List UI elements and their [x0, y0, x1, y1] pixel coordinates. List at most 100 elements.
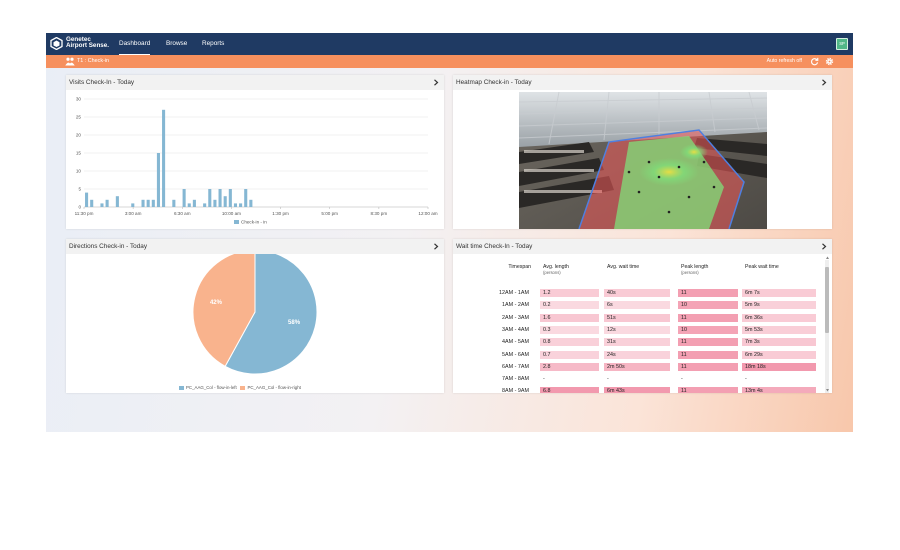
y-tick-label: 10 — [76, 169, 82, 174]
table-cell: 7m 3s — [742, 338, 816, 347]
heatmap-panel-header[interactable]: Heatmap Check-in - Today — [453, 75, 832, 90]
table-cell: 51s — [604, 313, 670, 322]
directions-panel: Directions Check-in - Today 58% 42% PC_AA… — [66, 239, 444, 393]
timespan-cell: 1AM - 2AM — [502, 302, 529, 309]
table-cell: - — [745, 376, 747, 383]
nav-dashboard[interactable]: Dashboard — [119, 33, 151, 55]
directions-pie-chart: 58% 42% — [192, 254, 318, 375]
bar[interactable] — [115, 196, 119, 207]
bar[interactable] — [213, 199, 217, 207]
directions-panel-header[interactable]: Directions Check-in - Today — [66, 239, 444, 254]
scrollbar-thumb[interactable] — [825, 267, 829, 333]
visits-panel-header[interactable]: Visits Check-In - Today — [66, 75, 444, 90]
table-cell: 31s — [604, 338, 670, 347]
table-scrollbar[interactable] — [825, 260, 829, 393]
x-tick-label: 6:30 am — [174, 211, 191, 216]
x-tick-label: 12:00 am — [418, 211, 437, 216]
wait-panel-title: Wait time Check-In - Today — [456, 243, 533, 250]
auto-refresh-toggle[interactable]: Auto refresh off — [766, 58, 802, 64]
timespan-cell: 7AM - 8AM — [502, 376, 529, 383]
table-cell: 5m 9s — [742, 301, 816, 310]
bar[interactable] — [105, 199, 109, 207]
bar[interactable] — [228, 189, 232, 207]
directions-panel-title: Directions Check-in - Today — [69, 243, 148, 250]
legend-label-left[interactable]: PC_AAG_Col - flow-in-left — [186, 385, 237, 390]
app-window: Genetec Airport Sense. Dashboard Browse … — [46, 33, 853, 432]
table-cell: 12s — [604, 325, 670, 334]
user-avatar[interactable]: SP — [836, 38, 848, 50]
refresh-icon[interactable] — [810, 57, 819, 66]
table-cell: 11 — [678, 338, 738, 347]
top-navigation-bar: Genetec Airport Sense. Dashboard Browse … — [46, 33, 853, 55]
bar[interactable] — [208, 189, 212, 207]
legend-label-right[interactable]: PC_AAG_Col - flow-in-right — [247, 385, 301, 390]
genetec-logo[interactable]: Genetec Airport Sense. — [50, 36, 116, 52]
column-header: Avg. length (persons) — [543, 264, 569, 275]
table-cell: 6.8 — [540, 387, 599, 393]
bar[interactable] — [233, 203, 238, 207]
logo-line1: Genetec — [66, 36, 91, 43]
table-cell: 11 — [678, 289, 738, 297]
table-cell: 11 — [678, 387, 738, 393]
gear-icon[interactable] — [825, 57, 834, 66]
table-cell: 6m 7s — [742, 289, 816, 297]
pie-legend: PC_AAG_Col - flow-in-left PC_AAG_Col - f… — [179, 385, 301, 390]
chevron-right-icon[interactable] — [433, 243, 439, 250]
column-header-unit: (persons) — [543, 270, 561, 275]
table-cell: - — [543, 376, 545, 383]
pie-slice[interactable] — [192, 254, 256, 368]
table-cell: 1.6 — [540, 313, 599, 322]
column-header: Avg. wait time — [607, 264, 640, 270]
bar[interactable] — [239, 203, 243, 207]
y-tick-label: 30 — [76, 97, 82, 102]
column-header: Timespan — [508, 264, 531, 270]
bar[interactable] — [156, 153, 160, 207]
legend-label[interactable]: Check-in - in — [241, 220, 267, 225]
bar[interactable] — [218, 189, 222, 207]
table-cell: 0.8 — [540, 338, 599, 347]
wait-panel-header[interactable]: Wait time Check-In - Today — [453, 239, 832, 254]
bar[interactable] — [249, 199, 253, 207]
chevron-right-icon[interactable] — [821, 243, 827, 250]
bar[interactable] — [203, 203, 207, 207]
table-cell: 0.3 — [540, 325, 599, 334]
nav-browse[interactable]: Browse — [166, 40, 188, 47]
bar[interactable] — [187, 203, 191, 207]
legend-swatch-left — [179, 385, 184, 390]
table-cell: 6m 36s — [742, 313, 816, 322]
logo-text: Genetec Airport Sense. — [66, 36, 109, 50]
bar[interactable] — [192, 199, 196, 207]
table-cell: 13m 4s — [742, 387, 816, 393]
y-tick-label: 25 — [76, 115, 82, 120]
pie-slice-label: 58% — [288, 320, 301, 326]
bar[interactable] — [90, 199, 94, 207]
chevron-right-icon[interactable] — [433, 79, 439, 86]
nav-reports[interactable]: Reports — [202, 40, 225, 47]
bar[interactable] — [244, 189, 248, 207]
bar[interactable] — [223, 196, 227, 207]
bar[interactable] — [141, 199, 145, 207]
timespan-cell: 3AM - 4AM — [502, 326, 529, 333]
scroll-down-icon[interactable] — [826, 389, 829, 392]
chevron-right-icon[interactable] — [821, 79, 827, 86]
timespan-cell: 12AM - 1AM — [499, 290, 529, 296]
pie-slice[interactable] — [224, 254, 318, 375]
y-tick-label: 5 — [78, 187, 81, 192]
bar[interactable] — [146, 199, 150, 207]
table-cell: 0.7 — [540, 350, 599, 359]
table-cell: 11 — [678, 350, 738, 359]
bar[interactable] — [172, 199, 176, 207]
x-tick-label: 8:30 pm — [371, 211, 388, 216]
bar[interactable] — [182, 189, 186, 207]
scroll-up-icon[interactable] — [826, 256, 829, 259]
table-cell: 24s — [604, 350, 670, 359]
bar-legend: Check-in - in — [234, 220, 267, 225]
bar[interactable] — [162, 109, 166, 207]
bar[interactable] — [85, 192, 89, 207]
bar[interactable] — [100, 203, 104, 207]
bar[interactable] — [151, 199, 155, 207]
visits-bar-chart: 0 5 10 15 20 25 30 11:30 pm 3:00 am 6:30 am 10:00 … — [75, 97, 438, 225]
table-cell: 40s — [604, 289, 670, 297]
bar[interactable] — [131, 203, 135, 207]
heatmap-panel: Heatmap Check-in - Today — [453, 75, 832, 229]
